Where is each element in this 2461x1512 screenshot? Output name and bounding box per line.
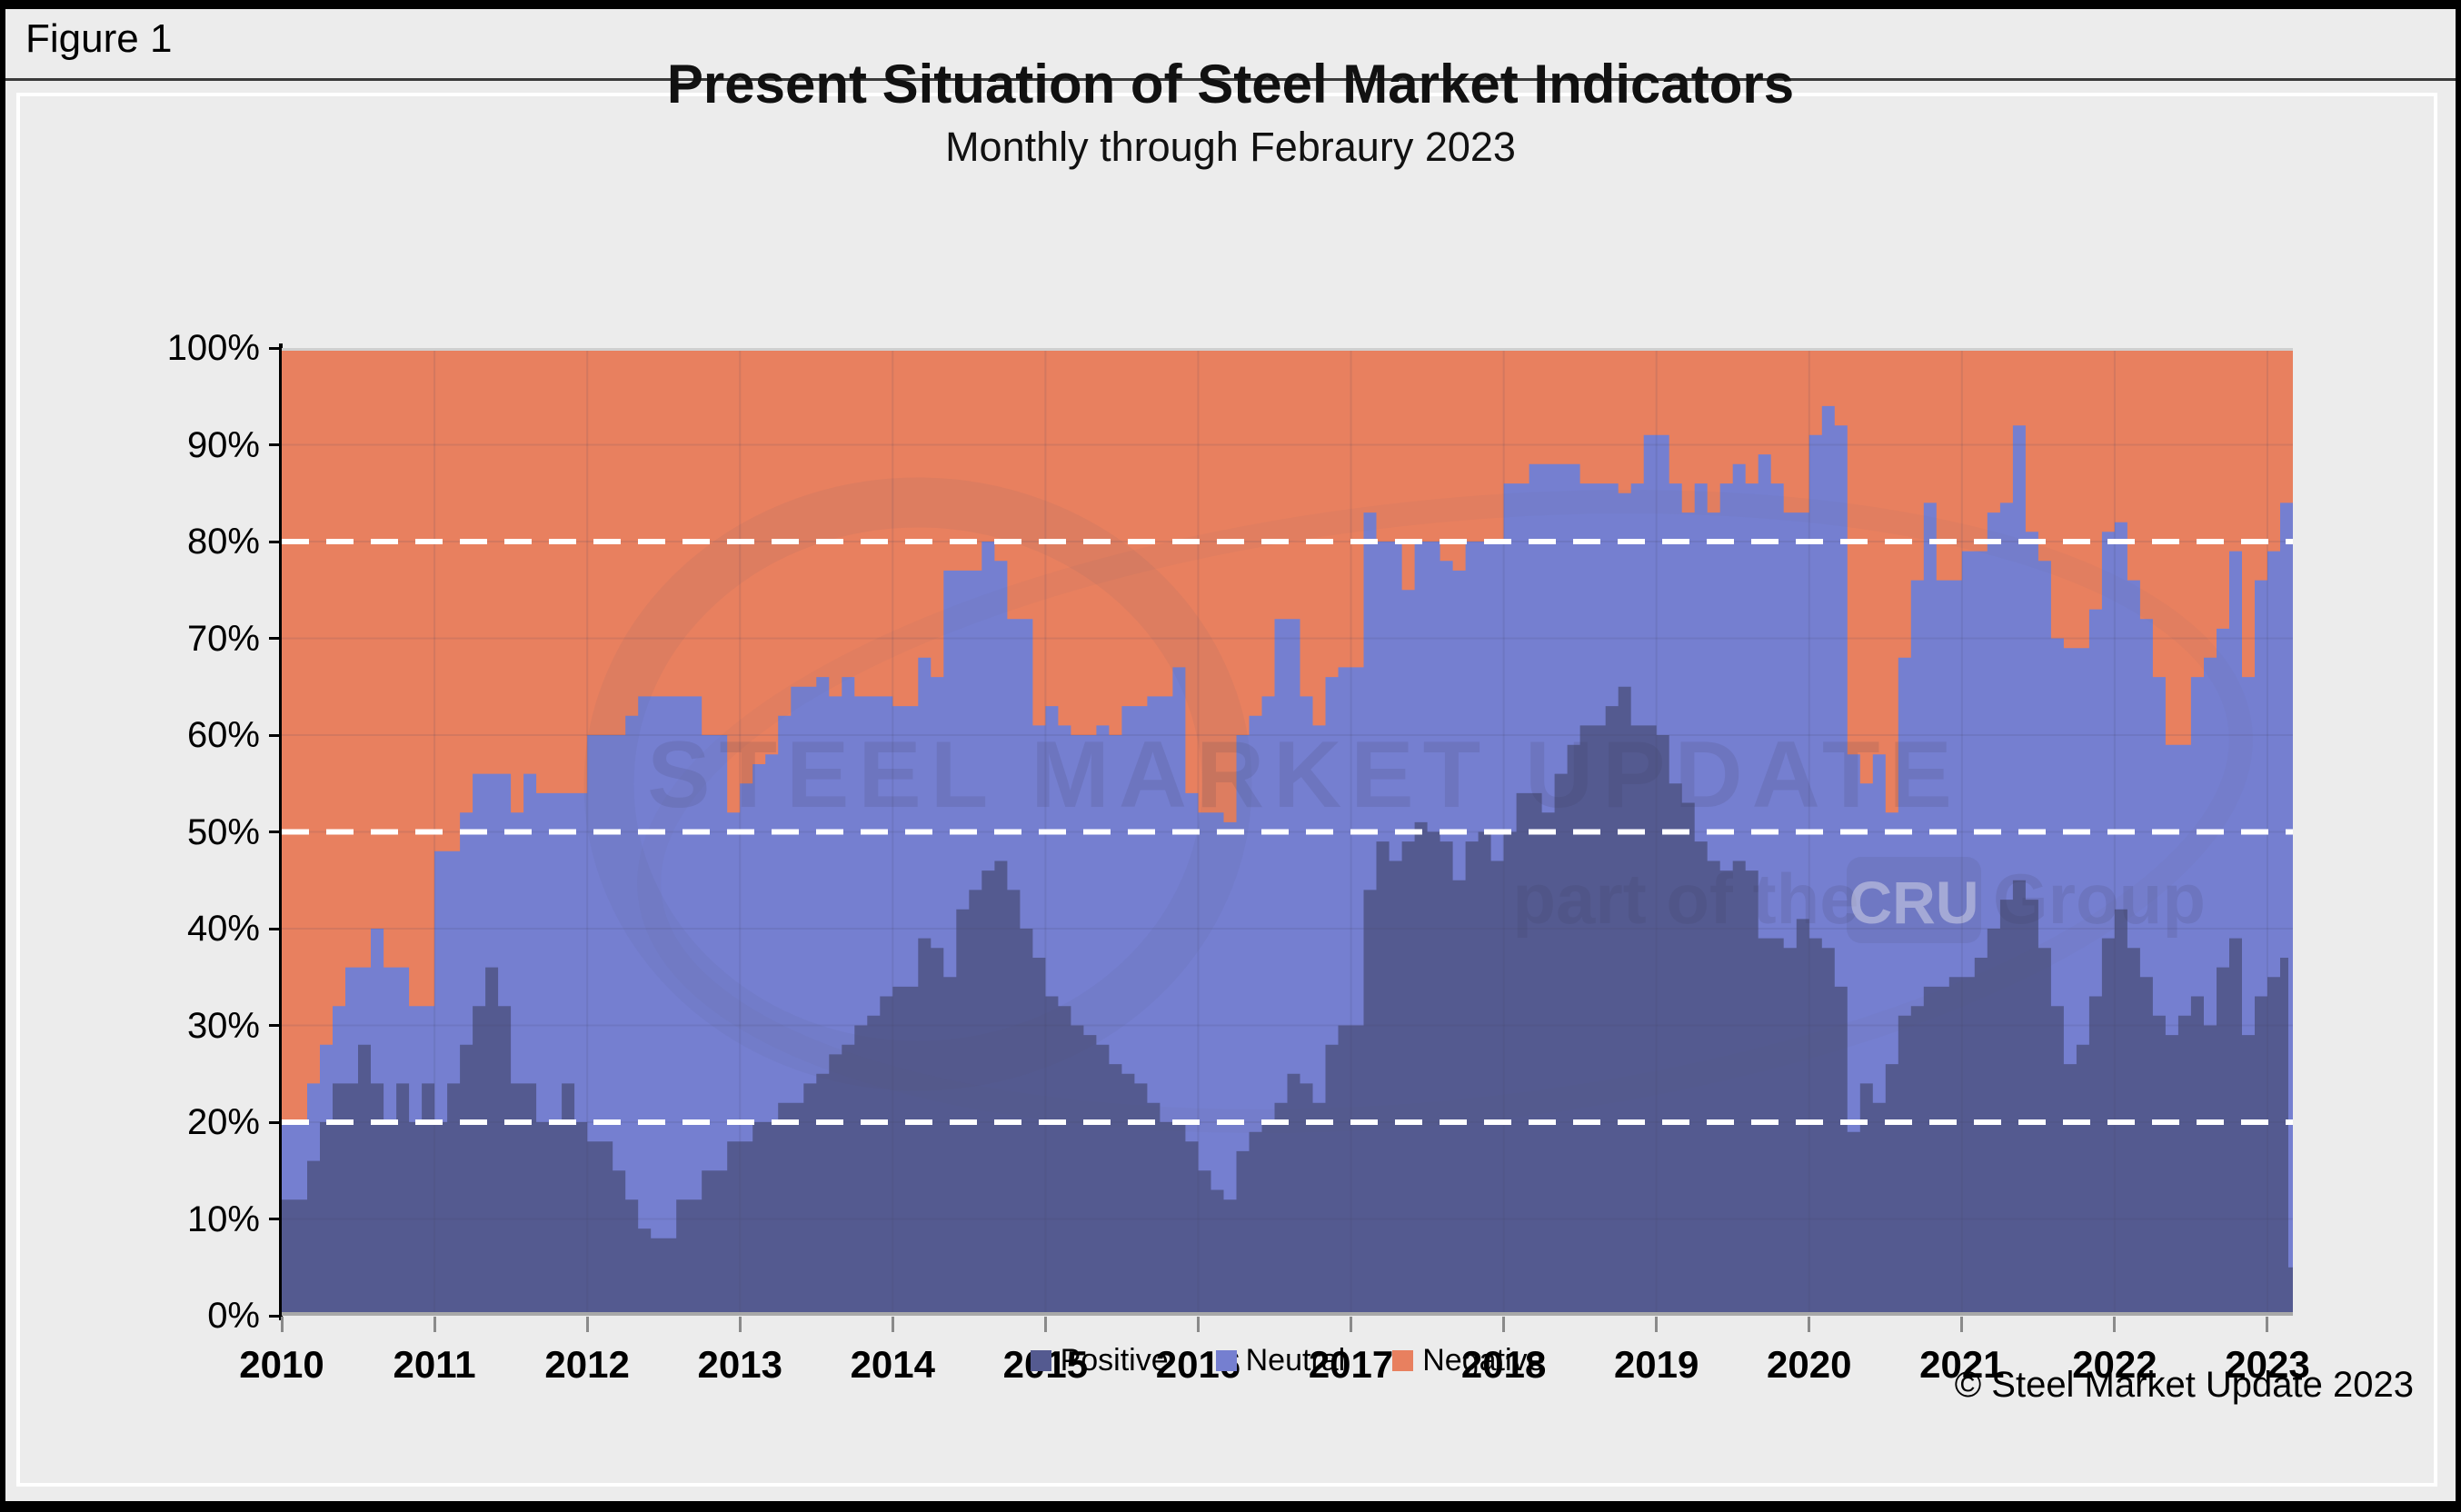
negative-swatch-icon — [1392, 1350, 1414, 1371]
y-tick — [269, 443, 282, 446]
x-tick-label: 2017 — [1308, 1343, 1394, 1386]
y-tick-label: 30% — [186, 1005, 260, 1046]
y-tick — [269, 540, 282, 543]
y-tick-label: 10% — [186, 1199, 260, 1239]
x-tick-label: 2020 — [1767, 1343, 1852, 1386]
y-tick-label: 100% — [166, 328, 260, 368]
x-tick-label: 2013 — [697, 1343, 782, 1386]
legend-item-positive: Positive — [1030, 1343, 1169, 1378]
y-tick-label: 90% — [186, 424, 260, 465]
positive-swatch-icon — [1030, 1350, 1051, 1371]
legend-item-negative: Negative — [1392, 1343, 1544, 1378]
x-tick — [1655, 1317, 1659, 1332]
y-tick-label: 70% — [186, 618, 260, 659]
x-tick-label: 2018 — [1460, 1343, 1547, 1386]
x-tick — [891, 1317, 894, 1332]
legend-label: Positive — [1060, 1343, 1169, 1378]
x-tick — [1960, 1317, 1964, 1332]
x-tick — [1043, 1317, 1047, 1332]
x-tick-label: 2010 — [239, 1343, 324, 1386]
x-tick — [1502, 1317, 1506, 1332]
copyright-text: © Steel Market Update 2023 — [1954, 1365, 2414, 1405]
y-tick-label: 0% — [207, 1296, 260, 1336]
x-tick-label: 2011 — [393, 1343, 476, 1386]
y-tick-label: 60% — [186, 715, 260, 755]
x-tick — [433, 1317, 436, 1332]
x-tick — [280, 1317, 284, 1332]
x-tick-label: 2012 — [544, 1343, 630, 1386]
page-background: Figure 1 Present Situation of Steel Mark… — [5, 9, 2456, 1501]
x-tick — [738, 1317, 742, 1332]
x-tick-label: 2014 — [850, 1343, 936, 1386]
watermark-swoosh — [637, 490, 2253, 1133]
y-tick — [269, 733, 282, 737]
x-tick-label: 2022 — [2072, 1343, 2157, 1386]
watermark-cru-text: CRU — [1849, 869, 1979, 936]
y-tick — [269, 637, 282, 640]
neutral-swatch-icon — [1215, 1350, 1237, 1371]
legend-label: Negative — [1422, 1343, 1545, 1378]
y-tick-label: 80% — [186, 522, 260, 562]
figure-label: Figure 1 — [25, 16, 173, 61]
x-tick-label: 2019 — [1613, 1343, 1699, 1386]
chart-title: Present Situation of Steel Market Indica… — [666, 54, 1795, 114]
y-tick-label: 20% — [186, 1102, 260, 1142]
x-tick-label: 2023 — [2225, 1343, 2310, 1386]
y-tick — [269, 1024, 282, 1027]
watermark-text: STEEL MARKET UPDATE — [647, 722, 1961, 828]
watermark-group-text: Group — [1993, 859, 2206, 939]
x-tick-label: 2021 — [1919, 1343, 2005, 1386]
trailing-sliver — [2288, 957, 2293, 1268]
x-tick — [1196, 1317, 1200, 1332]
y-tick — [269, 927, 282, 930]
header-divider — [5, 78, 2456, 81]
x-tick — [2266, 1317, 2269, 1332]
x-tick — [2113, 1317, 2117, 1332]
y-tick — [269, 1218, 282, 1220]
positive-area — [282, 686, 2293, 1316]
plot-area: STEEL MARKET UPDATE part of the CRU Group — [282, 348, 2293, 1316]
y-tick — [269, 346, 282, 350]
watermark-part-text: part of the — [1512, 859, 1858, 939]
chart-legend: Positive Neutral Negative — [282, 1343, 2293, 1378]
x-tick — [585, 1317, 589, 1332]
legend-label: Neutral — [1245, 1343, 1346, 1378]
legend-item-neutral: Neutral — [1215, 1343, 1346, 1378]
watermark-circle — [583, 477, 1252, 1091]
y-tick — [269, 1120, 282, 1124]
y-tick — [269, 831, 282, 833]
watermark-cru-box — [1847, 857, 1981, 943]
y-tick-label: 50% — [186, 811, 260, 852]
y-tick-label: 40% — [186, 909, 260, 949]
chart-subtitle: Monthly through Febraury 2023 — [945, 124, 1516, 170]
x-tick — [1350, 1317, 1353, 1332]
x-tick — [1808, 1317, 1811, 1332]
y-tick — [269, 1314, 282, 1318]
